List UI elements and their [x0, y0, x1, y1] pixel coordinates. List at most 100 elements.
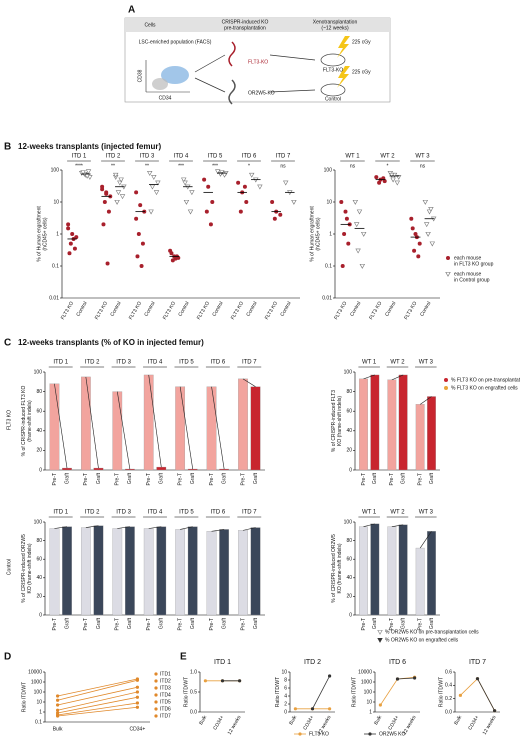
- legend-marker: [154, 686, 158, 690]
- y-tick-label: 60: [346, 557, 352, 563]
- group-label: ITD 3: [140, 154, 155, 160]
- bar: [427, 396, 436, 471]
- legend-label: ITD1: [160, 671, 171, 677]
- data-point: [135, 685, 139, 689]
- bar: [175, 386, 186, 471]
- y-tick-label: 1: [329, 231, 332, 237]
- legend-marker: [444, 378, 448, 382]
- bar: [427, 531, 436, 616]
- y-axis-label: Ratio ITD/WT: [351, 677, 357, 707]
- data-point: [87, 175, 93, 180]
- group-label: ITD 5: [179, 510, 194, 516]
- data-point: [359, 263, 366, 269]
- facs-population: [152, 78, 168, 90]
- data-point: [155, 180, 161, 186]
- column-header: CRISPR-induced KO: [222, 19, 269, 25]
- y-tick-label: 20: [346, 448, 352, 454]
- data-point: [270, 200, 275, 204]
- y-tick-label: 0.6: [445, 669, 452, 675]
- y-tick-label: 100: [34, 689, 43, 695]
- group-label: WT 1: [345, 154, 360, 160]
- legend-marker: [446, 256, 450, 260]
- legend-label: each mouse: [454, 271, 481, 277]
- bar: [143, 528, 154, 616]
- y-tick-label: 10000: [358, 669, 372, 675]
- bar: [93, 525, 104, 616]
- x-tick-label: Graft: [221, 472, 227, 484]
- data-point: [355, 248, 361, 254]
- x-tick-label: Bulk: [53, 726, 63, 732]
- axis-label: CD38: [137, 69, 143, 82]
- x-tick-label: Graft: [372, 617, 378, 629]
- x-tick-label: Control: [245, 301, 258, 318]
- panel-a-header: [125, 18, 390, 32]
- y-tick-label: 4: [284, 693, 287, 699]
- significance: ns: [420, 163, 426, 169]
- group-label: WT 3: [415, 154, 430, 160]
- group-label: WT 1: [362, 360, 377, 366]
- chart-title: ITD 2: [304, 659, 321, 666]
- data-point: [410, 226, 415, 231]
- bar: [187, 526, 198, 616]
- y-tick-label: 20: [36, 448, 42, 454]
- data-point: [374, 175, 379, 180]
- series-line: [312, 675, 330, 709]
- data-point: [249, 172, 255, 178]
- x-tick-label: 12 weeks: [482, 714, 498, 736]
- data-point: [417, 241, 422, 246]
- data-point: [458, 693, 462, 697]
- x-tick-label: CD34+: [387, 715, 400, 732]
- series-line: [460, 678, 495, 711]
- x-tick-label: Graft: [372, 472, 378, 484]
- data-point: [56, 714, 60, 718]
- y-tick-label: 0.1: [325, 263, 332, 269]
- x-tick-label: 12 weeks: [402, 714, 418, 736]
- legend-label: ITD3: [160, 685, 171, 691]
- bar: [156, 526, 167, 616]
- legend-label: ITD6: [160, 706, 171, 712]
- data-point: [66, 226, 71, 231]
- legend-marker: [154, 679, 158, 683]
- y-tick-label: 20: [36, 594, 42, 600]
- x-tick-label: Graft: [400, 472, 406, 484]
- group-label: ITD 6: [242, 154, 257, 160]
- x-tick-label: Graft: [253, 617, 259, 629]
- data-point: [114, 199, 120, 205]
- y-tick-label: 1000: [361, 679, 372, 685]
- y-axis-label: Ratio ITD/WT: [183, 677, 189, 707]
- data-point: [101, 222, 106, 227]
- data-point: [428, 207, 434, 212]
- data-point: [416, 254, 421, 259]
- legend-label: ITD4: [160, 692, 171, 698]
- y-axis-label: (frame-shift indels): [27, 400, 33, 442]
- y-tick-label: 0.01: [322, 295, 332, 301]
- data-point: [135, 695, 139, 699]
- data-point: [378, 703, 382, 707]
- x-tick-label: Pre-T: [146, 618, 152, 631]
- data-point: [202, 177, 207, 182]
- y-axis-label: Ratio ITD/WT: [21, 682, 27, 712]
- data-point: [135, 701, 139, 705]
- group-label: WT 2: [380, 154, 395, 160]
- x-tick-label: FLT3 KO: [333, 301, 348, 321]
- side-label: Control: [6, 559, 12, 575]
- section-title: 12-weeks transplants (% of KO in injecte…: [18, 338, 204, 347]
- data-point: [377, 180, 382, 185]
- panel-letter: D: [4, 652, 11, 663]
- x-tick-label: Control: [419, 301, 432, 318]
- x-tick-label: Pre-T: [389, 473, 395, 486]
- data-point: [390, 177, 396, 183]
- data-point: [119, 194, 126, 200]
- y-tick-label: 40: [346, 575, 352, 581]
- x-tick-label: Control: [177, 301, 190, 318]
- y-tick-label: 0: [349, 467, 352, 473]
- y-axis-label: Ratio ITD/WT: [275, 677, 281, 707]
- legend-marker: [298, 732, 302, 736]
- column-header: Xenotransplantation: [313, 19, 358, 25]
- y-tick-label: 0.2: [445, 696, 452, 702]
- data-point: [493, 709, 497, 713]
- connector: [54, 526, 68, 529]
- connector: [85, 376, 99, 469]
- x-tick-label: Pre-T: [146, 473, 152, 486]
- legend-label: in Control group: [454, 277, 490, 283]
